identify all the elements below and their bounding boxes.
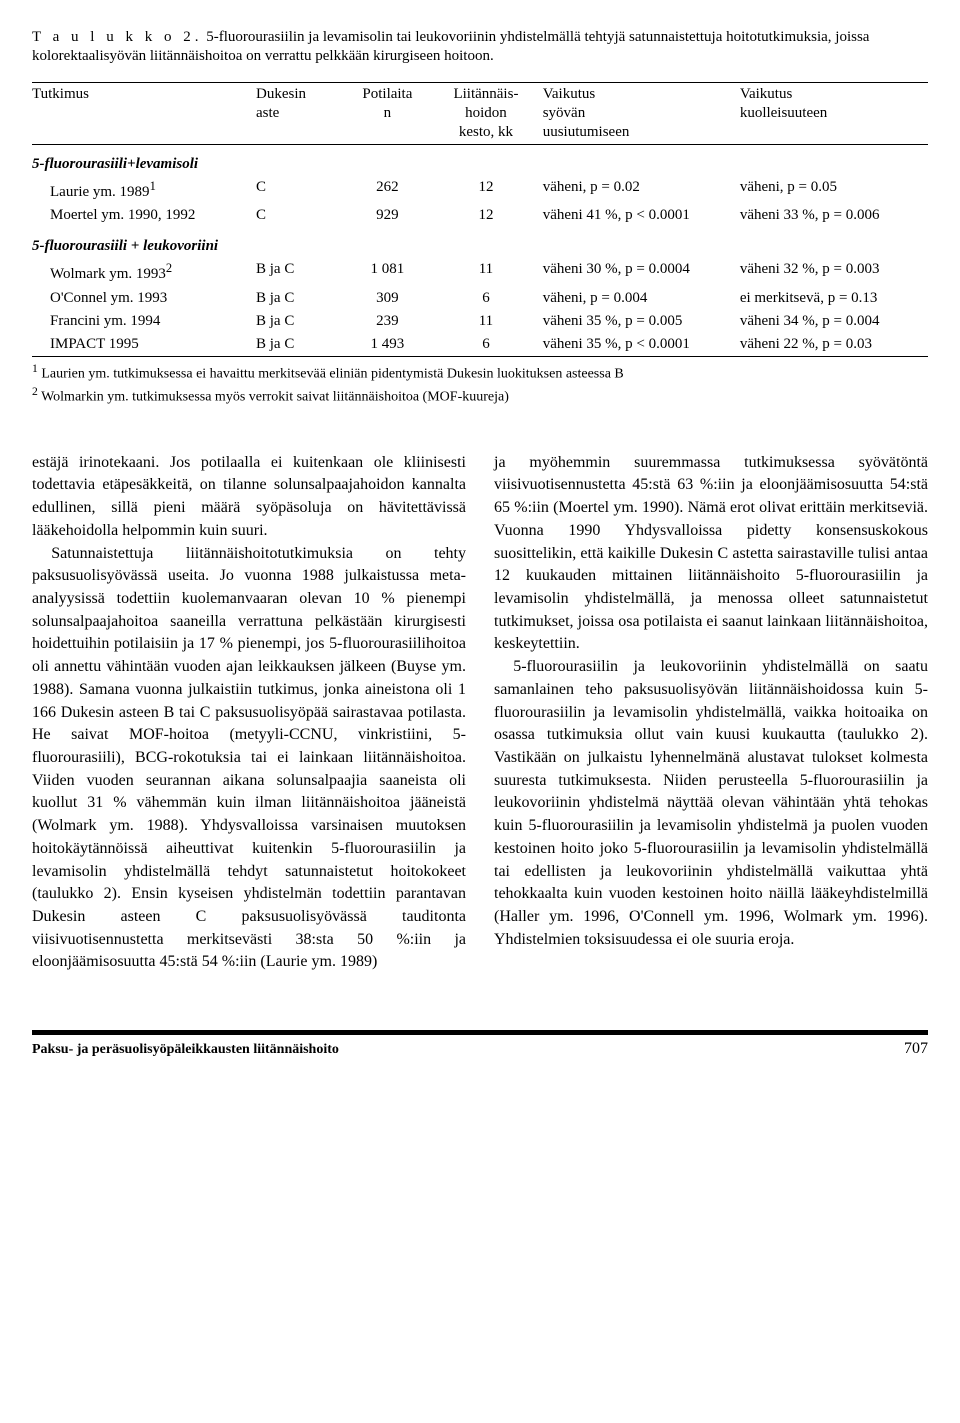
table-cell: väheni 33 %, p = 0.006 xyxy=(740,204,928,227)
footnote-1: 1 Laurien ym. tutkimuksessa ei havaittu … xyxy=(32,361,928,384)
table-cell: 6 xyxy=(435,333,543,357)
th-recur: Vaikutus syövän uusiutumiseen xyxy=(543,83,740,144)
table-cell: 12 xyxy=(435,204,543,227)
table-section: 5-fluorourasiili + leukovoriini xyxy=(32,227,928,258)
table-row: Francini ym. 1994B ja C23911väheni 35 %,… xyxy=(32,310,928,333)
body-paragraph: Satunnaistettuja liitännäishoitotutkimuk… xyxy=(32,543,466,975)
th-mort: Vaikutus kuolleisuuteen xyxy=(740,83,928,144)
table-cell: väheni 34 %, p = 0.004 xyxy=(740,310,928,333)
study-table: Tutkimus Dukesin aste Potilaita n Liitän… xyxy=(32,82,928,357)
table-caption: T a u l u k k o 2. 5-fluorourasiilin ja … xyxy=(32,28,928,66)
table-cell: väheni 41 %, p < 0.0001 xyxy=(543,204,740,227)
table-cell: B ja C xyxy=(256,258,346,286)
table-cell: C xyxy=(256,176,346,204)
table-cell: väheni 22 %, p = 0.03 xyxy=(740,333,928,357)
table-cell: väheni, p = 0.05 xyxy=(740,176,928,204)
table-row: Moertel ym. 1990, 1992C92912väheni 41 %,… xyxy=(32,204,928,227)
table-cell: 262 xyxy=(346,176,436,204)
table-cell: B ja C xyxy=(256,287,346,310)
table-section: 5-fluorourasiili+levamisoli xyxy=(32,145,928,176)
table-cell: 929 xyxy=(346,204,436,227)
body-paragraph: estäjä irinotekaani. Jos potilaalla ei k… xyxy=(32,452,466,543)
table-cell: väheni, p = 0.004 xyxy=(543,287,740,310)
table-cell: väheni, p = 0.02 xyxy=(543,176,740,204)
footer-title: Paksu- ja peräsuolisyöpäleikkausten liit… xyxy=(32,1041,339,1059)
table-cell: Francini ym. 1994 xyxy=(32,310,256,333)
table-cell: Wolmark ym. 19932 xyxy=(32,258,256,286)
table-row: Laurie ym. 19891C26212väheni, p = 0.02vä… xyxy=(32,176,928,204)
table-cell: B ja C xyxy=(256,333,346,357)
left-column: estäjä irinotekaani. Jos potilaalla ei k… xyxy=(32,452,466,975)
table-cell: 1 081 xyxy=(346,258,436,286)
table-cell: 239 xyxy=(346,310,436,333)
table-cell: O'Connel ym. 1993 xyxy=(32,287,256,310)
table-cell: väheni 35 %, p < 0.0001 xyxy=(543,333,740,357)
th-dukes: Dukesin aste xyxy=(256,83,346,144)
footer-page: 707 xyxy=(904,1039,928,1059)
table-row: Wolmark ym. 19932B ja C1 08111väheni 30 … xyxy=(32,258,928,286)
table-cell: väheni 30 %, p = 0.0004 xyxy=(543,258,740,286)
body-paragraph: 5-fluorourasiilin ja leukovoriinin yhdis… xyxy=(494,656,928,951)
th-n: Potilaita n xyxy=(346,83,436,144)
table-label: T a u l u k k o 2. xyxy=(32,29,202,45)
table-cell: ei merkitsevä, p = 0.13 xyxy=(740,287,928,310)
table-cell: C xyxy=(256,204,346,227)
table-cell: B ja C xyxy=(256,310,346,333)
table-cell: 309 xyxy=(346,287,436,310)
table-cell: 12 xyxy=(435,176,543,204)
table-cell: 11 xyxy=(435,258,543,286)
body-paragraph: ja myöhemmin suuremmassa tutkimuksessa s… xyxy=(494,452,928,656)
footnote-2: 2 Wolmarkin ym. tutkimuksessa myös verro… xyxy=(32,384,928,407)
table-cell: Laurie ym. 19891 xyxy=(32,176,256,204)
table-cell: 6 xyxy=(435,287,543,310)
table-cell: 11 xyxy=(435,310,543,333)
body-columns: estäjä irinotekaani. Jos potilaalla ei k… xyxy=(32,452,928,975)
table-cell: väheni 32 %, p = 0.003 xyxy=(740,258,928,286)
table-cell: 1 493 xyxy=(346,333,436,357)
th-dur: Liitännäis- hoidon kesto, kk xyxy=(435,83,543,144)
table-cell: Moertel ym. 1990, 1992 xyxy=(32,204,256,227)
table-row: O'Connel ym. 1993B ja C3096väheni, p = 0… xyxy=(32,287,928,310)
table-row: IMPACT 1995B ja C1 4936väheni 35 %, p < … xyxy=(32,333,928,357)
table-footnotes: 1 Laurien ym. tutkimuksessa ei havaittu … xyxy=(32,361,928,408)
table-cell: IMPACT 1995 xyxy=(32,333,256,357)
right-column: ja myöhemmin suuremmassa tutkimuksessa s… xyxy=(494,452,928,975)
th-study: Tutkimus xyxy=(32,83,256,144)
table-cell: väheni 35 %, p = 0.005 xyxy=(543,310,740,333)
page-footer: Paksu- ja peräsuolisyöpäleikkausten liit… xyxy=(32,1030,928,1059)
